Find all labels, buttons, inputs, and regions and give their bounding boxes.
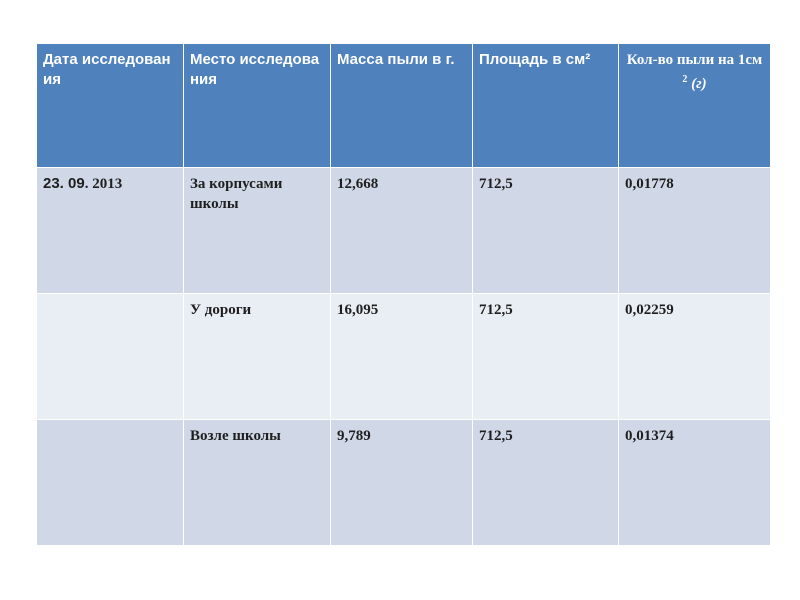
cell-area: 712,5: [472, 167, 619, 294]
dust-research-table-container: Дата исследования Место исследования Мас…: [36, 43, 771, 546]
cell-dust: 0,01374: [618, 419, 771, 546]
table-row: 23. 09. 2013 За корпусами школы 12,668 7…: [36, 167, 771, 294]
cell-date: [36, 293, 184, 420]
header-dust-per-cm-text: Кол-во пыли на 1см: [626, 52, 763, 68]
dust-research-table: Дата исследования Место исследования Мас…: [36, 43, 771, 546]
table-header-row: Дата исследования Место исследования Мас…: [36, 43, 771, 168]
cell-date-year: . 2013: [84, 176, 123, 192]
cell-place: За корпусами школы: [183, 167, 331, 294]
header-date: Дата исследования: [36, 43, 184, 168]
header-area: Площадь в см²: [472, 43, 619, 168]
cell-date: [36, 419, 184, 546]
header-dust-per-cm-unit: (г): [691, 76, 707, 92]
cell-dust: 0,02259: [618, 293, 771, 420]
header-place: Место исследования: [183, 43, 331, 168]
cell-date: 23. 09. 2013: [36, 167, 184, 294]
header-dust-per-cm: Кол-во пыли на 1см 2 (г): [618, 43, 771, 168]
header-mass: Масса пыли в г.: [330, 43, 473, 168]
cell-area: 712,5: [472, 293, 619, 420]
cell-area: 712,5: [472, 419, 619, 546]
table-row: У дороги 16,095 712,5 0,02259: [36, 293, 771, 420]
cell-dust: 0,01778: [618, 167, 771, 294]
header-dust-per-cm-sup: 2: [682, 74, 688, 85]
cell-mass: 16,095: [330, 293, 473, 420]
cell-date-day: 23. 09: [43, 175, 85, 192]
cell-place: У дороги: [183, 293, 331, 420]
cell-mass: 12,668: [330, 167, 473, 294]
cell-place: Возле школы: [183, 419, 331, 546]
table-row: Возле школы 9,789 712,5 0,01374: [36, 419, 771, 546]
cell-mass: 9,789: [330, 419, 473, 546]
